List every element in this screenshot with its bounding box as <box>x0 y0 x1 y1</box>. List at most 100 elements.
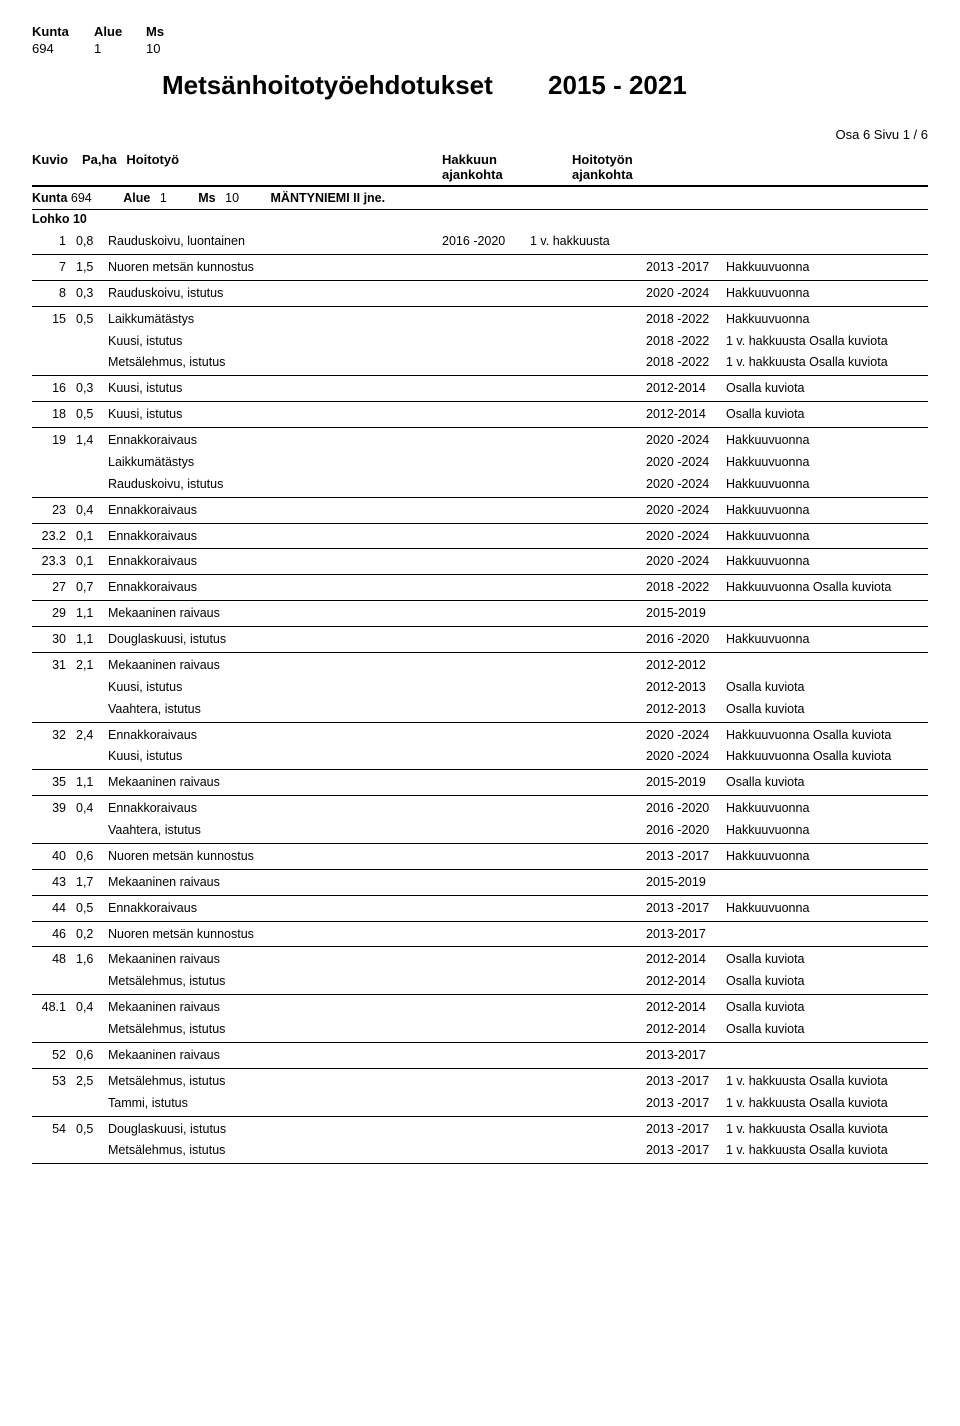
hoito-cell: 2013 -2017 <box>646 1142 726 1159</box>
table-row: 150,5Laikkumätästys2018 -2022Hakkuuvuonn… <box>32 307 928 330</box>
work-cell: Douglaskuusi, istutus <box>108 631 442 648</box>
note1-cell <box>530 259 646 276</box>
work-cell: Douglaskuusi, istutus <box>108 1121 442 1138</box>
note1-cell <box>530 502 646 519</box>
table-row: 270,7Ennakkoraivaus2018 -2022Hakkuuvuonn… <box>32 575 928 600</box>
th-kunta-label: Kunta <box>32 24 76 39</box>
kuvio-cell: 18 <box>32 406 76 423</box>
table-row: 23.30,1Ennakkoraivaus2020 -2024Hakkuuvuo… <box>32 549 928 574</box>
kuvio-cell: 27 <box>32 579 76 596</box>
hakkuun-cell: 2016 -2020 <box>442 233 530 250</box>
pa-cell: 0,5 <box>76 406 108 423</box>
title-years: 2015 - 2021 <box>548 70 687 100</box>
kuvio-cell: 8 <box>32 285 76 302</box>
pa-cell: 0,4 <box>76 502 108 519</box>
note1-cell <box>530 874 646 891</box>
table-row: 301,1Douglaskuusi, istutus2016 -2020Hakk… <box>32 627 928 652</box>
hoito-cell: 2012-2014 <box>646 406 726 423</box>
table-row: 520,6Mekaaninen raivaus2013-2017 <box>32 1043 928 1068</box>
note2-cell: Hakkuuvuonna <box>726 848 928 865</box>
hoito-cell: 2012-2014 <box>646 380 726 397</box>
note1-cell <box>530 380 646 397</box>
table-row: 312,1Mekaaninen raivaus2012-2012 <box>32 653 928 676</box>
note1-cell <box>530 1121 646 1138</box>
table-row: Metsälehmus, istutus2012-2014Osalla kuvi… <box>32 1019 928 1042</box>
ml-ms-v: 10 <box>225 191 239 205</box>
pa-cell: 1,1 <box>76 774 108 791</box>
note2-cell: Hakkuuvuonna <box>726 800 928 817</box>
note1-cell <box>530 848 646 865</box>
note1-cell <box>530 432 646 449</box>
work-cell: Ennakkoraivaus <box>108 528 442 545</box>
table-row: 23.20,1Ennakkoraivaus2020 -2024Hakkuuvuo… <box>32 524 928 549</box>
hakkuun-cell <box>442 528 530 545</box>
data-block: 390,4Ennakkoraivaus2016 -2020Hakkuuvuonn… <box>32 796 928 844</box>
kuvio-cell: 7 <box>32 259 76 276</box>
note1-cell <box>530 657 646 674</box>
kuvio-cell: 31 <box>32 657 76 674</box>
work-cell: Rauduskoivu, istutus <box>108 285 442 302</box>
pa-cell <box>76 476 108 493</box>
kuvio-cell: 23.3 <box>32 553 76 570</box>
work-cell: Nuoren metsän kunnostus <box>108 848 442 865</box>
pa-cell: 1,1 <box>76 631 108 648</box>
kuvio-cell: 19 <box>32 432 76 449</box>
work-cell: Kuusi, istutus <box>108 679 442 696</box>
work-cell: Vaahtera, istutus <box>108 701 442 718</box>
kuvio-cell <box>32 354 76 371</box>
pa-cell: 2,5 <box>76 1073 108 1090</box>
data-block: 160,3Kuusi, istutus2012-2014Osalla kuvio… <box>32 376 928 402</box>
table-row: Metsälehmus, istutus2013 -20171 v. hakku… <box>32 1140 928 1163</box>
data-block: 23.20,1Ennakkoraivaus2020 -2024Hakkuuvuo… <box>32 524 928 550</box>
table-row: 230,4Ennakkoraivaus2020 -2024Hakkuuvuonn… <box>32 498 928 523</box>
note2-cell: Osalla kuviota <box>726 1021 928 1038</box>
kuvio-cell: 48.1 <box>32 999 76 1016</box>
hoito-cell: 2015-2019 <box>646 874 726 891</box>
work-cell: Metsälehmus, istutus <box>108 354 442 371</box>
th-alue-val: 1 <box>94 41 128 56</box>
hakkuun-cell <box>442 354 530 371</box>
hakkuun-cell <box>442 311 530 328</box>
work-cell: Kuusi, istutus <box>108 406 442 423</box>
note1-cell <box>530 1142 646 1159</box>
table-row: Rauduskoivu, istutus2020 -2024Hakkuuvuon… <box>32 473 928 496</box>
hakkuun-cell <box>442 999 530 1016</box>
pa-cell: 0,1 <box>76 528 108 545</box>
pa-cell <box>76 679 108 696</box>
hoito-cell: 2012-2014 <box>646 951 726 968</box>
pa-cell: 0,3 <box>76 285 108 302</box>
pa-cell: 0,6 <box>76 1047 108 1064</box>
hakkuun-cell <box>442 973 530 990</box>
note1-cell: 1 v. hakkuusta <box>530 233 646 250</box>
table-row: 431,7Mekaaninen raivaus2015-2019 <box>32 870 928 895</box>
work-cell: Laikkumätästys <box>108 311 442 328</box>
pa-cell: 0,2 <box>76 926 108 943</box>
ml-name: MÄNTYNIEMI II jne. <box>271 191 386 205</box>
table-row: 10,8Rauduskoivu, luontainen2016 -20201 v… <box>32 229 928 254</box>
data-block: 10,8Rauduskoivu, luontainen2016 -20201 v… <box>32 229 928 255</box>
hoito-cell: 2013 -2017 <box>646 1121 726 1138</box>
hoito-cell: 2013-2017 <box>646 926 726 943</box>
hoito-cell: 2013 -2017 <box>646 848 726 865</box>
data-block: 540,5Douglaskuusi, istutus2013 -20171 v.… <box>32 1117 928 1165</box>
hakkuun-cell <box>442 631 530 648</box>
pa-cell: 2,1 <box>76 657 108 674</box>
table-row: Kuusi, istutus2018 -20221 v. hakkuusta O… <box>32 330 928 352</box>
work-cell: Ennakkoraivaus <box>108 502 442 519</box>
work-cell: Ennakkoraivaus <box>108 432 442 449</box>
work-cell: Kuusi, istutus <box>108 333 442 350</box>
work-cell: Metsälehmus, istutus <box>108 973 442 990</box>
table-row: 191,4Ennakkoraivaus2020 -2024Hakkuuvuonn… <box>32 428 928 451</box>
ch-hakkuun: Hakkuun <box>442 152 572 167</box>
work-cell: Ennakkoraivaus <box>108 900 442 917</box>
pa-cell <box>76 822 108 839</box>
hakkuun-cell <box>442 657 530 674</box>
table-row: 481,6Mekaaninen raivaus2012-2014Osalla k… <box>32 947 928 970</box>
data-block: 520,6Mekaaninen raivaus2013-2017 <box>32 1043 928 1069</box>
hakkuun-cell <box>442 900 530 917</box>
hoito-cell: 2016 -2020 <box>646 800 726 817</box>
kuvio-cell <box>32 454 76 471</box>
hakkuun-cell <box>442 579 530 596</box>
data-table: 10,8Rauduskoivu, luontainen2016 -20201 v… <box>32 229 928 1164</box>
table-row: Tammi, istutus2013 -20171 v. hakkuusta O… <box>32 1092 928 1115</box>
